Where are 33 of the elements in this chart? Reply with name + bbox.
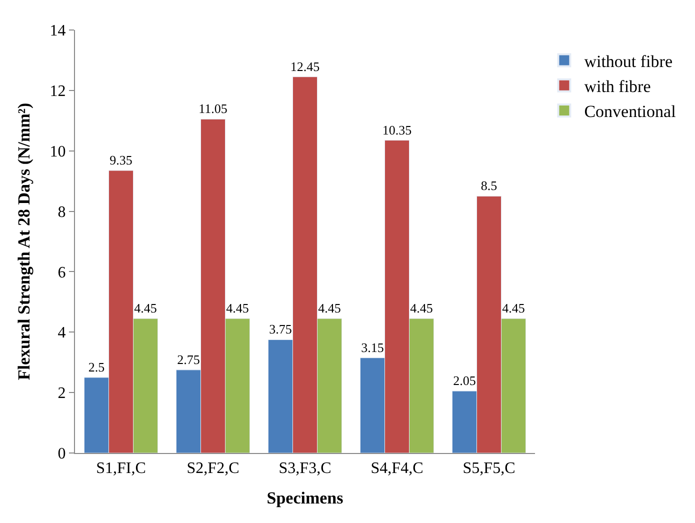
legend-label: without fibre	[584, 52, 672, 71]
x-tick-label: S3,F3,C	[278, 460, 332, 478]
data-label: 3.15	[361, 340, 384, 355]
data-label: 8.5	[480, 178, 498, 194]
x-tick-label: S5,F5,C	[462, 460, 516, 478]
x-axis-title: Specimens	[266, 488, 344, 508]
data-label: 4.45	[134, 300, 157, 316]
data-label: 3.75	[269, 322, 292, 337]
y-tick-label: 14	[50, 22, 66, 40]
y-tick-label: 0	[58, 446, 66, 463]
data-label: 11.05	[198, 101, 228, 116]
data-label: 10.35	[382, 122, 412, 138]
y-axis-title: Flexural Strength At 28 Days (N/mm²)	[14, 102, 34, 380]
data-label: 4.45	[502, 300, 525, 316]
y-tick-label: 10	[50, 143, 66, 160]
data-label: 4.45	[410, 300, 433, 316]
data-label: 9.35	[110, 152, 132, 168]
x-tick-label: S4,F4,C	[370, 460, 424, 478]
legend-label: with fibre	[584, 76, 651, 96]
data-label: 12.45	[290, 58, 320, 74]
data-label: 4.45	[318, 300, 341, 316]
data-label: 2.75	[177, 352, 200, 367]
y-tick-label: 12	[50, 83, 66, 100]
data-label: 4.45	[226, 300, 249, 316]
y-tick-label: 8	[58, 204, 66, 221]
x-tick-label: S1,FI,C	[96, 460, 146, 478]
x-tick-label: S2,F2,C	[186, 460, 240, 478]
y-tick-label: 4	[58, 324, 66, 342]
y-tick-label: 6	[58, 264, 66, 282]
legend-label: Conventional	[584, 102, 676, 122]
data-label: 2.5	[88, 359, 105, 374]
data-label: 2.05	[453, 373, 476, 388]
y-tick-label: 2	[58, 385, 66, 402]
